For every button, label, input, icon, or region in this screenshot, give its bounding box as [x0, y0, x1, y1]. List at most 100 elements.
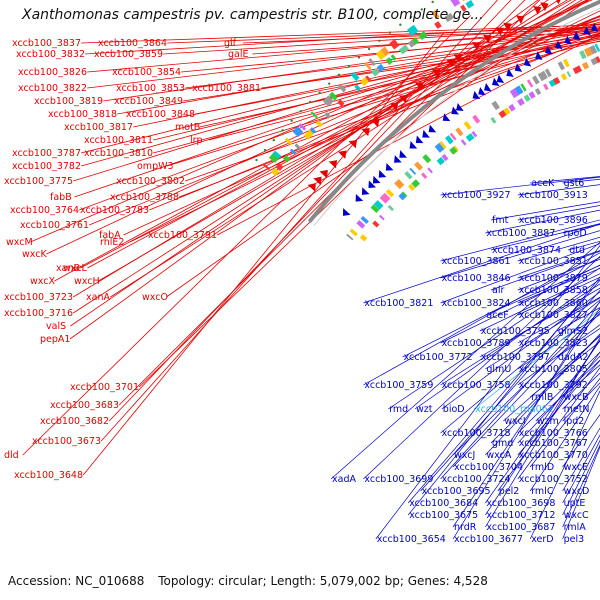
- reverse-gene-label: xccb100_3752: [519, 474, 588, 485]
- leader-line: [517, 351, 600, 434]
- reverse-gene-label: xccb100_3927: [442, 190, 511, 201]
- forward-gene: [307, 183, 316, 192]
- cog-feature: [514, 85, 524, 96]
- cog-feature: [310, 111, 318, 119]
- reverse-gene-label: xccb100_3792: [519, 380, 588, 391]
- feature-tracks: [255, 0, 600, 242]
- marker-dot: [388, 31, 392, 34]
- reverse-gene: [535, 51, 543, 61]
- reverse-gene: [394, 155, 402, 163]
- forward-gene-label: motB: [175, 122, 200, 133]
- cog-feature: [563, 58, 570, 68]
- reverse-gene-label: xccb100_3677: [454, 534, 523, 545]
- reverse-gene-label: xccb100_3887: [486, 228, 555, 239]
- reverse-gene: [451, 106, 459, 115]
- forward-gene-label: xccb100_3791: [148, 230, 217, 241]
- reverse-gene-label: rmd: [389, 404, 408, 415]
- cog-feature: [356, 220, 366, 229]
- cog-feature: [385, 57, 394, 65]
- reverse-gene-label: xccb100_3879: [519, 273, 588, 284]
- reverse-gene-label: xccb100_3851: [519, 256, 588, 267]
- cog-feature: [350, 71, 360, 82]
- leader-line: [490, 334, 600, 444]
- reverse-gene-label: wxcD: [564, 486, 590, 497]
- forward-gene-label: wxcM: [6, 237, 33, 248]
- reverse-gene-label: glmS2: [558, 326, 588, 337]
- reverse-gene: [355, 194, 364, 202]
- backbone-inner-arc: [313, 7, 600, 226]
- forward-gene-label: fabB: [50, 192, 72, 203]
- cog-feature: [275, 163, 284, 172]
- leader-line: [529, 377, 600, 468]
- reverse-gene-label: xccb100_3724: [442, 474, 511, 485]
- reverse-gene-label: rmlD: [531, 462, 554, 473]
- leader-line: [70, 0, 549, 327]
- reverse-gene-label: xccb100_3766: [519, 428, 588, 439]
- leader-line: [517, 276, 600, 316]
- cog-feature: [349, 228, 358, 237]
- reverse-gene: [478, 87, 486, 96]
- leader-line: [117, 29, 600, 115]
- cog-feature: [491, 100, 500, 111]
- leader-line: [81, 24, 600, 44]
- marker-dot: [409, 15, 413, 19]
- forward-gene-label: xccb100_3775: [4, 176, 73, 187]
- cog-feature: [534, 87, 542, 96]
- leader-line: [261, 41, 600, 89]
- leader-line: [103, 28, 600, 102]
- leader-line: [517, 355, 600, 444]
- cog-feature: [418, 31, 428, 41]
- cog-feature: [337, 99, 345, 107]
- reverse-gene-label: xccb100_3874: [492, 245, 561, 256]
- cog-feature: [566, 71, 572, 78]
- forward-gene-label: xccb100_3811: [84, 135, 153, 146]
- reverse-gene-label: xccb100_3759: [364, 380, 433, 391]
- forward-gene-label: xccb100_3849: [114, 96, 183, 107]
- cog-feature: [372, 220, 380, 228]
- forward-gene: [371, 119, 380, 128]
- reverse-gene: [555, 40, 563, 50]
- reverse-gene: [442, 113, 451, 122]
- reverse-gene: [506, 68, 514, 77]
- marker-dot: [431, 0, 434, 4]
- cog-feature: [517, 97, 525, 107]
- forward-gene-label: xccb100_3864: [98, 38, 167, 49]
- reverse-gene-label: xccb100_3858: [519, 285, 588, 296]
- reverse-gene: [409, 140, 418, 149]
- cog-feature: [589, 44, 598, 55]
- cog-feature: [427, 167, 433, 174]
- reverse-gene-label: xccb100_3861: [442, 256, 511, 267]
- cog-feature: [560, 73, 568, 81]
- marker-dot: [399, 23, 402, 26]
- reverse-gene-label: xerD: [531, 534, 553, 545]
- reverse-gene: [545, 45, 553, 55]
- cog-feature: [406, 24, 419, 37]
- leader-line: [407, 276, 600, 516]
- reverse-gene-label: dtd: [569, 245, 585, 256]
- cog-feature: [526, 79, 534, 88]
- reverse-gene-label: aceK: [531, 178, 555, 189]
- reverse-gene-label: xccb100_3821: [364, 298, 433, 309]
- cog-feature: [542, 83, 549, 91]
- cog-feature: [434, 21, 442, 29]
- reverse-gene-label: uptE: [564, 498, 586, 509]
- cog-feature: [394, 178, 405, 190]
- cog-feature: [354, 84, 361, 92]
- cog-feature: [450, 0, 461, 7]
- leader-line: [81, 21, 600, 167]
- map-footer: Accession: NC_010688 Topology: circular;…: [8, 574, 498, 588]
- reverse-gene-label: wxcB: [564, 392, 589, 403]
- reverse-gene: [385, 162, 394, 171]
- reverse-gene-label: aceF: [486, 310, 508, 321]
- reverse-gene-label: xccb100_3699: [364, 474, 433, 485]
- forward-gene-label: valS: [46, 321, 66, 332]
- cog-feature: [309, 127, 317, 134]
- forward-gene-label: rhlE2: [100, 237, 124, 248]
- leader-line: [452, 312, 600, 468]
- cog-feature: [431, 10, 440, 20]
- marker-dot: [290, 119, 293, 122]
- map-title: Xanthomonas campestris pv. campestris st…: [22, 7, 484, 23]
- cog-feature: [373, 200, 384, 210]
- leader-line: [82, 33, 444, 476]
- forward-gene: [432, 69, 441, 78]
